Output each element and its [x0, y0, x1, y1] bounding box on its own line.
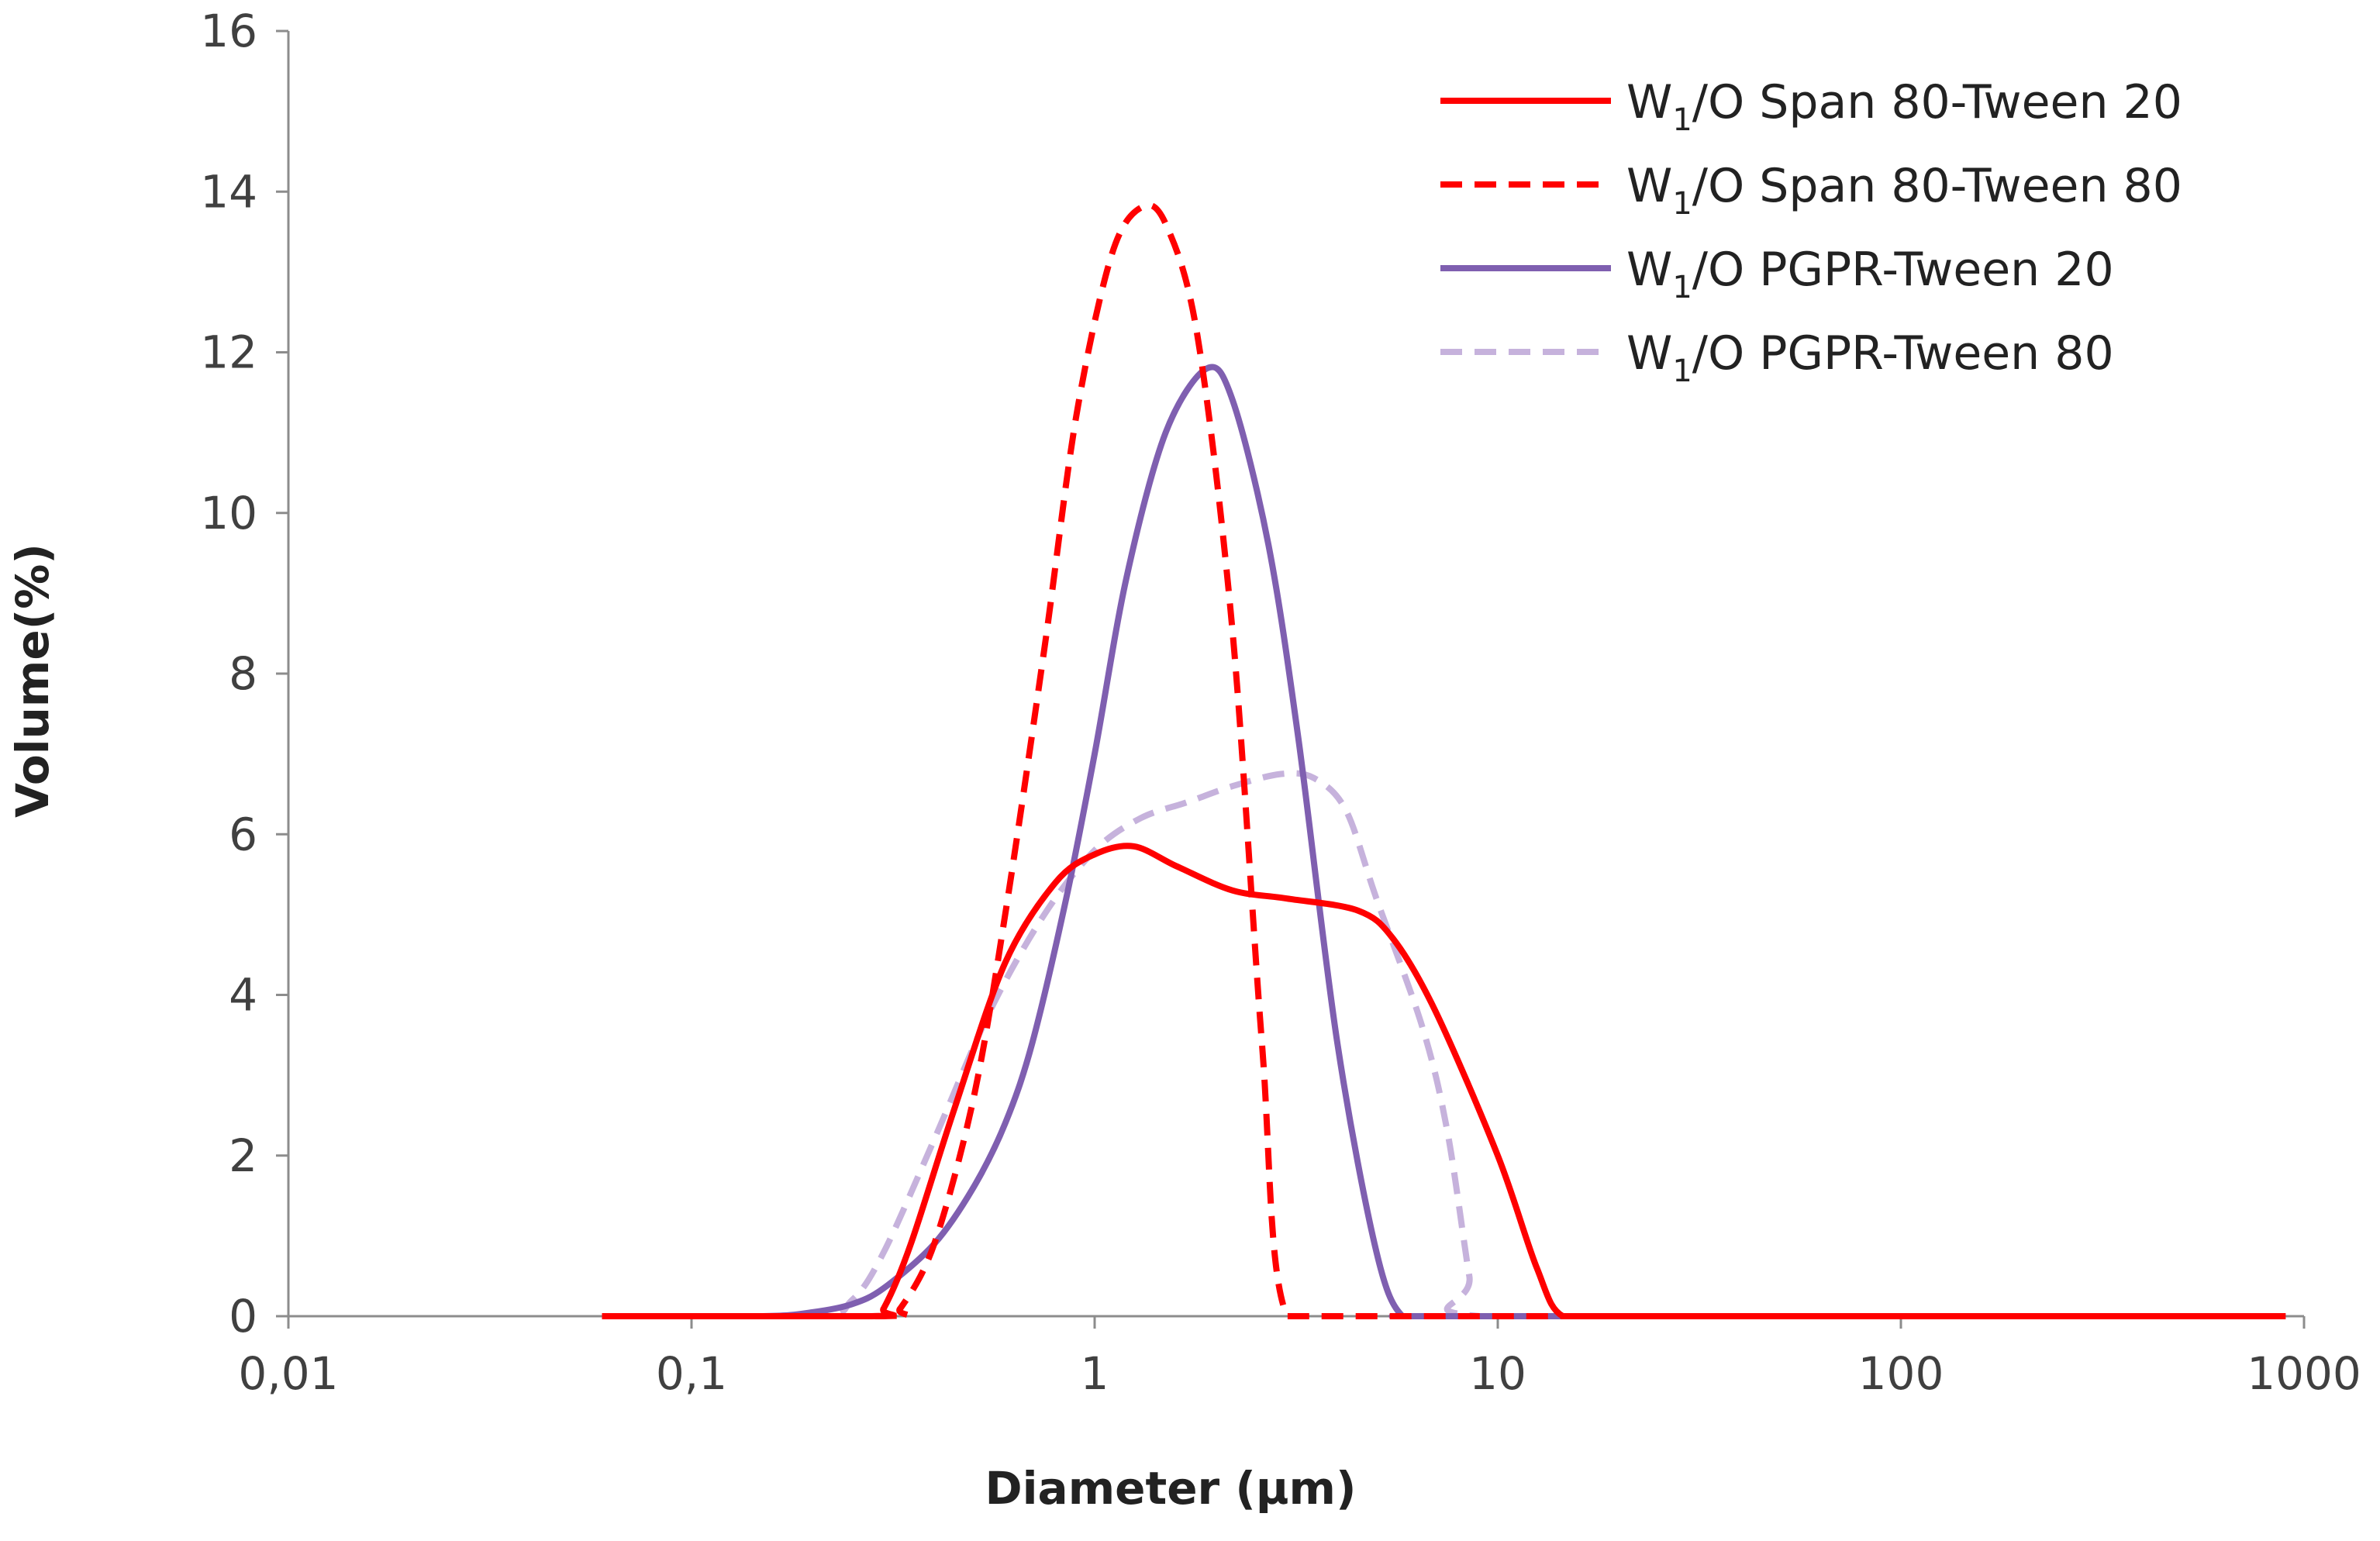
x-tick-label: 0,1 — [656, 1347, 727, 1400]
y-tick-label: 14 — [200, 165, 257, 218]
y-tick-label: 10 — [200, 487, 257, 540]
y-tick-label: 6 — [229, 808, 257, 860]
y-tick-label: 0 — [229, 1290, 257, 1343]
x-tick-label: 10 — [1469, 1347, 1526, 1400]
series-line-4 — [602, 770, 2286, 1320]
y-tick-label: 4 — [229, 969, 257, 1022]
legend-label-2: W1/O Span 80-Tween 80 — [1626, 159, 2182, 222]
legend-label-4: W1/O PGPR-Tween 80 — [1626, 326, 2114, 389]
legend: W1/O Span 80-Tween 20 W1/O Span 80-Tween … — [1440, 75, 2182, 389]
x-tick-label: 1 — [1081, 1347, 1109, 1400]
series-line-2 — [602, 202, 2286, 1320]
series-lines — [602, 202, 2286, 1320]
x-tick-label: 1000 — [2247, 1347, 2361, 1400]
legend-label-1: W1/O Span 80-Tween 20 — [1626, 75, 2182, 138]
y-tick-label: 8 — [229, 647, 257, 700]
series-line-1 — [602, 843, 2286, 1320]
y-tick-label: 2 — [229, 1129, 257, 1182]
x-tick-label: 0,01 — [238, 1347, 338, 1400]
x-axis-title: Diameter (µm) — [985, 1462, 1357, 1515]
y-axis-title: Volume(%) — [6, 543, 59, 818]
x-tick-label: 100 — [1858, 1347, 1944, 1400]
y-tick-label: 12 — [200, 326, 257, 379]
axes: 0 2 4 6 8 10 12 14 16 0,01 0,1 1 10 100 1000 — [200, 5, 2361, 1400]
y-tick-label: 16 — [200, 5, 257, 57]
legend-label-3: W1/O PGPR-Tween 20 — [1626, 243, 2114, 305]
